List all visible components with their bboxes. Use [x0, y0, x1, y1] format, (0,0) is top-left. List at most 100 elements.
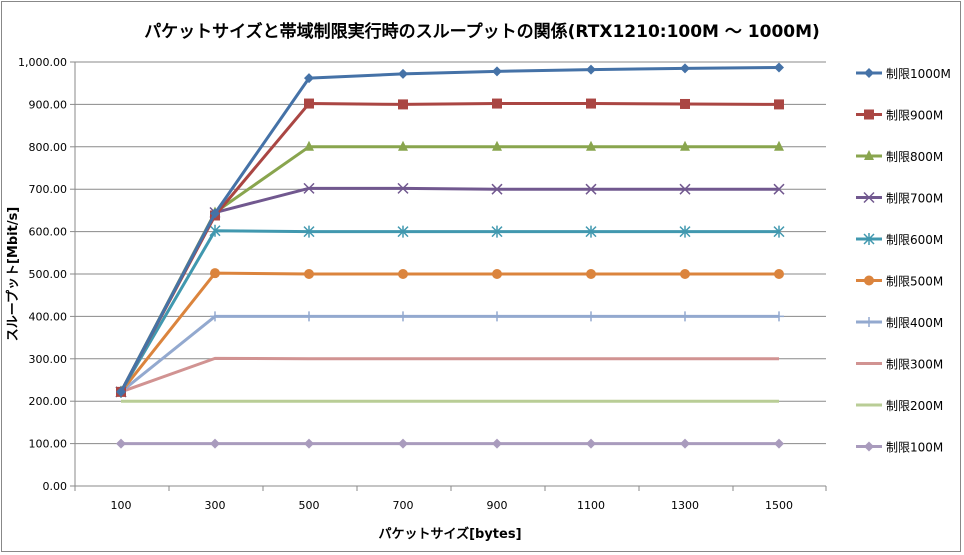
- diamond-marker: [864, 441, 874, 452]
- y-tick-label: 1,000.00: [18, 56, 67, 69]
- x-marker: [303, 182, 315, 194]
- x-marker: [397, 182, 409, 194]
- legend-item[interactable]: 制限700M: [856, 192, 943, 206]
- legend-label: 制限100M: [886, 441, 943, 455]
- circle-marker: [210, 268, 220, 279]
- legend-label: 制限400M: [886, 316, 943, 330]
- circle-marker: [492, 269, 502, 279]
- diamond-marker: [304, 73, 314, 84]
- legend-item[interactable]: 制限500M: [856, 275, 943, 289]
- diamond-marker: [210, 208, 220, 219]
- diamond-marker: [586, 438, 596, 449]
- x-tick-label: 500: [299, 499, 320, 512]
- plus-marker: [774, 311, 784, 322]
- chart-title: パケットサイズと帯域制限実行時のスループットの関係(RTX1210:100M 〜…: [144, 21, 820, 42]
- triangle-marker: [304, 140, 314, 151]
- x-tick-label: 900: [487, 499, 508, 512]
- legend-label: 制限500M: [886, 275, 943, 289]
- series-制限400M: [116, 311, 784, 397]
- series-line: [120, 356, 779, 394]
- series-line: [119, 186, 779, 393]
- legend-item[interactable]: 制限100M: [856, 441, 943, 455]
- y-tick-label: 100.00: [29, 438, 68, 451]
- diamond-marker: [680, 438, 690, 449]
- legend-label: 制限900M: [886, 109, 943, 123]
- legend-item[interactable]: 制限300M: [856, 358, 943, 372]
- series-制限600M: [115, 224, 785, 398]
- diamond-marker: [116, 438, 126, 449]
- square-marker: [304, 98, 314, 109]
- square-marker: [492, 98, 502, 109]
- x-axis-label: パケットサイズ[bytes]: [378, 526, 521, 542]
- diamond-marker: [398, 438, 408, 449]
- diamond-marker: [864, 68, 874, 78]
- circle-marker: [680, 269, 690, 279]
- square-marker: [774, 99, 784, 110]
- y-tick-label: 0.00: [43, 480, 68, 493]
- x-marker: [491, 183, 503, 195]
- y-tick-label: 500.00: [29, 268, 68, 281]
- plus-marker: [586, 311, 596, 322]
- legend-item[interactable]: 制限600M: [856, 233, 943, 247]
- star-marker: [209, 224, 221, 237]
- diamond-marker: [210, 438, 220, 449]
- legend-label: 制限200M: [886, 399, 943, 413]
- diamond-marker: [680, 63, 690, 74]
- legend-label: 制限800M: [886, 150, 943, 164]
- series-line: [119, 102, 780, 393]
- x-tick-label: 100: [111, 499, 132, 512]
- legend-label: 制限1000M: [886, 67, 951, 81]
- triangle-marker: [492, 140, 502, 151]
- legend-item[interactable]: 制限800M: [856, 150, 943, 164]
- circle-marker: [304, 269, 314, 279]
- legend-item[interactable]: 制限200M: [856, 399, 943, 413]
- plus-marker: [398, 311, 408, 322]
- diamond-marker: [398, 68, 408, 79]
- legend-item[interactable]: 制限1000M: [856, 67, 951, 81]
- y-tick-label: 400.00: [29, 310, 68, 323]
- series-line: [119, 271, 779, 393]
- triangle-marker: [398, 140, 408, 151]
- square-marker: [398, 99, 408, 110]
- series-line: [119, 145, 779, 393]
- triangle-marker: [864, 150, 874, 160]
- plus-marker: [210, 311, 220, 322]
- y-tick-label: 300.00: [29, 353, 68, 366]
- y-tick-label: 200.00: [29, 395, 68, 408]
- circle-marker: [774, 269, 784, 279]
- x-tick-label: 300: [205, 499, 226, 512]
- series-制限100M: [116, 438, 784, 449]
- x-tick-label: 1100: [577, 499, 605, 512]
- series-line: [120, 314, 779, 394]
- legend-item[interactable]: 制限900M: [856, 109, 943, 123]
- circle-marker: [398, 269, 408, 279]
- star-marker: [397, 225, 409, 238]
- plus-marker: [680, 311, 690, 322]
- star-marker: [303, 225, 315, 238]
- diamond-marker: [304, 438, 314, 449]
- diamond-marker: [586, 64, 596, 75]
- y-tick-label: 600.00: [29, 226, 68, 239]
- y-tick-label: 700.00: [29, 183, 68, 196]
- diamond-marker: [116, 386, 126, 397]
- legend-label: 制限600M: [886, 233, 943, 247]
- diamond-marker: [774, 62, 784, 73]
- legend-item[interactable]: 制限400M: [856, 316, 943, 330]
- series-制限300M: [120, 356, 779, 394]
- diamond-marker: [492, 438, 502, 449]
- circle-marker: [586, 269, 596, 279]
- y-axis-label: スループット[Mbit/s]: [6, 207, 21, 342]
- y-tick-label: 900.00: [29, 98, 68, 111]
- x-marker: [863, 191, 875, 204]
- triangle-marker: [586, 140, 596, 151]
- diamond-marker: [492, 66, 502, 77]
- star-marker: [863, 233, 875, 245]
- series-制限1000M: [116, 62, 784, 397]
- square-marker: [586, 98, 596, 109]
- x-marker: [585, 183, 597, 195]
- triangle-marker: [774, 140, 784, 151]
- star-marker: [773, 225, 785, 238]
- x-marker: [773, 183, 785, 195]
